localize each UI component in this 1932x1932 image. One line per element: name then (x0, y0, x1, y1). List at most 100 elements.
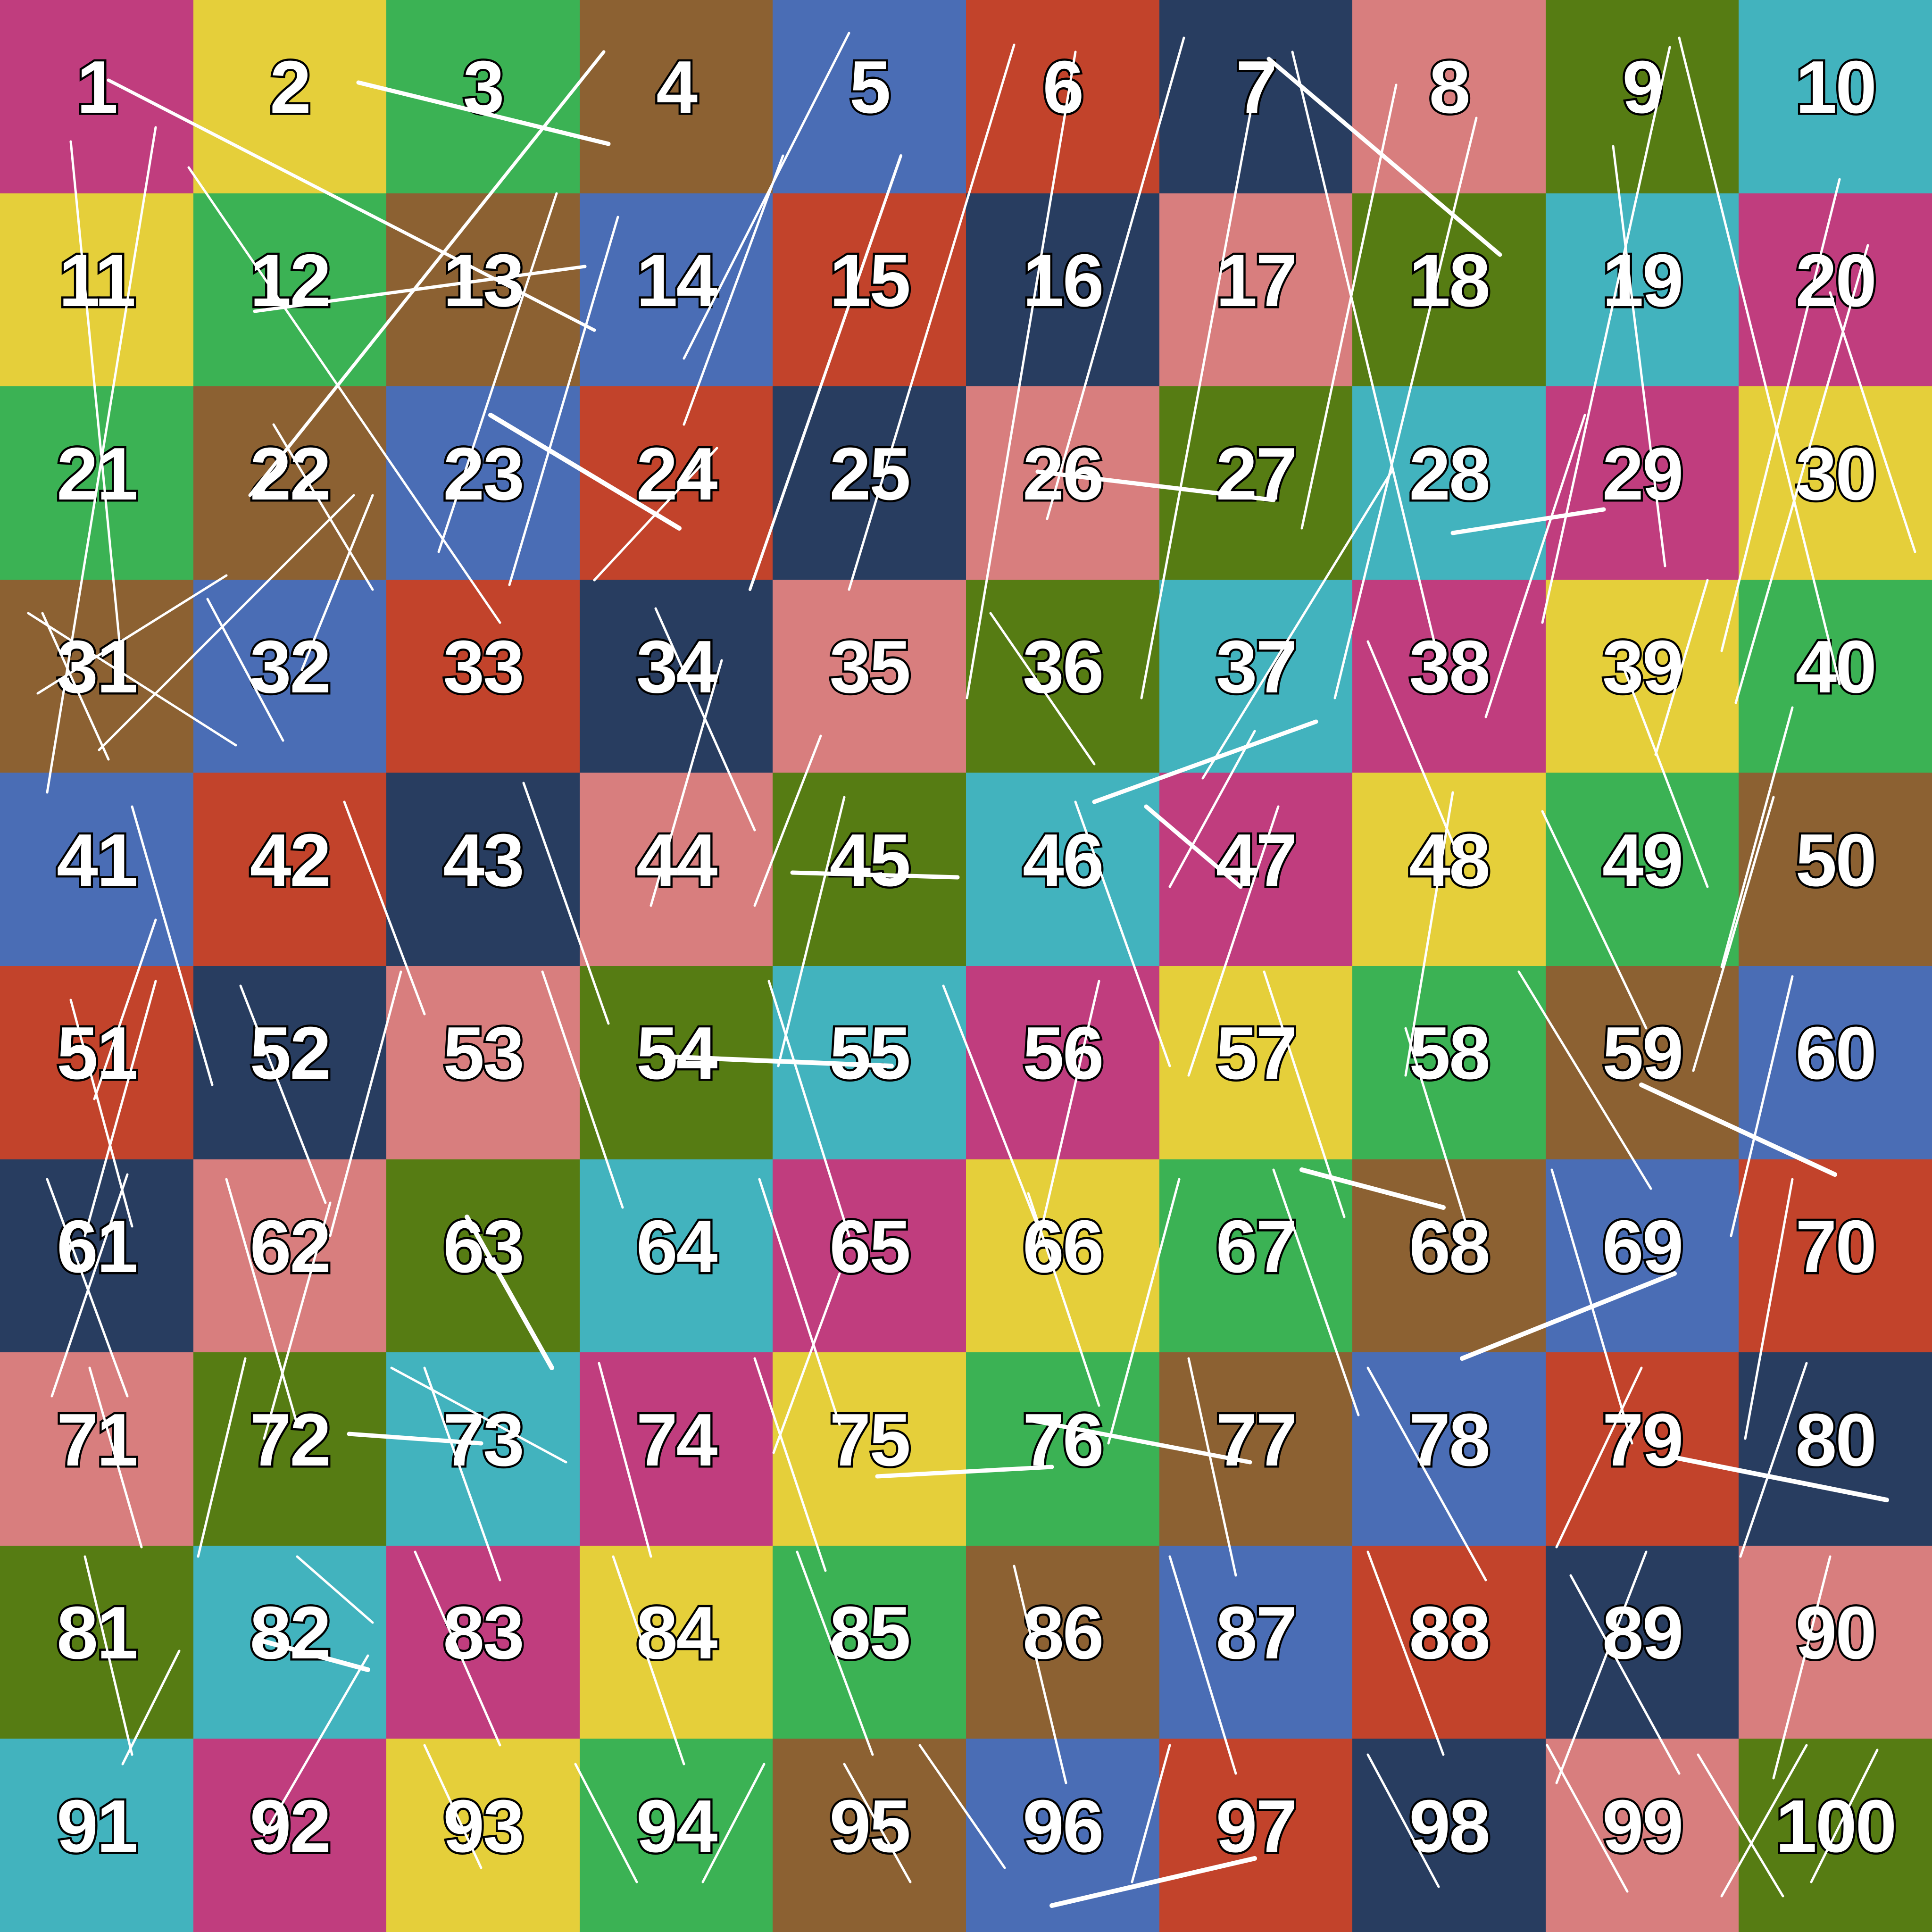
grid-cell[interactable]: 24 (579, 386, 773, 580)
grid-cell[interactable]: 98 (1352, 1739, 1546, 1932)
grid-cell[interactable]: 31 (0, 579, 193, 773)
grid-cell[interactable]: 51 (0, 966, 193, 1159)
grid-cell[interactable]: 19 (1545, 193, 1739, 387)
grid-cell[interactable]: 48 (1352, 773, 1546, 966)
grid-cell[interactable]: 59 (1545, 966, 1739, 1159)
grid-cell[interactable]: 12 (193, 193, 387, 387)
grid-cell[interactable]: 60 (1739, 966, 1932, 1159)
grid-cell[interactable]: 65 (773, 1159, 966, 1353)
grid-cell[interactable]: 2 (193, 0, 387, 193)
grid-cell[interactable]: 79 (1545, 1352, 1739, 1546)
grid-cell[interactable]: 62 (193, 1159, 387, 1353)
grid-cell[interactable]: 73 (386, 1352, 580, 1546)
grid-cell[interactable]: 34 (579, 579, 773, 773)
grid-cell[interactable]: 100 (1739, 1739, 1932, 1932)
grid-cell[interactable]: 45 (773, 773, 966, 966)
grid-cell[interactable]: 82 (193, 1545, 387, 1739)
grid-cell[interactable]: 23 (386, 386, 580, 580)
grid-cell[interactable]: 42 (193, 773, 387, 966)
grid-cell[interactable]: 36 (966, 579, 1159, 773)
grid-cell[interactable]: 75 (773, 1352, 966, 1546)
grid-cell[interactable]: 54 (579, 966, 773, 1159)
grid-cell[interactable]: 94 (579, 1739, 773, 1932)
grid-cell[interactable]: 52 (193, 966, 387, 1159)
grid-cell[interactable]: 21 (0, 386, 193, 580)
grid-cell[interactable]: 32 (193, 579, 387, 773)
grid-cell[interactable]: 67 (1159, 1159, 1353, 1353)
grid-cell[interactable]: 6 (966, 0, 1159, 193)
grid-cell[interactable]: 22 (193, 386, 387, 580)
grid-cell[interactable]: 81 (0, 1545, 193, 1739)
grid-cell[interactable]: 14 (579, 193, 773, 387)
grid-cell[interactable]: 56 (966, 966, 1159, 1159)
grid-cell[interactable]: 58 (1352, 966, 1546, 1159)
grid-cell[interactable]: 26 (966, 386, 1159, 580)
grid-cell[interactable]: 41 (0, 773, 193, 966)
grid-cell[interactable]: 44 (579, 773, 773, 966)
grid-cell[interactable]: 97 (1159, 1739, 1353, 1932)
grid-cell[interactable]: 78 (1352, 1352, 1546, 1546)
grid-cell[interactable]: 92 (193, 1739, 387, 1932)
grid-cell[interactable]: 10 (1739, 0, 1932, 193)
grid-cell[interactable]: 8 (1352, 0, 1546, 193)
grid-cell[interactable]: 43 (386, 773, 580, 966)
grid-cell[interactable]: 63 (386, 1159, 580, 1353)
grid-cell[interactable]: 83 (386, 1545, 580, 1739)
grid-cell[interactable]: 4 (579, 0, 773, 193)
grid-cell[interactable]: 87 (1159, 1545, 1353, 1739)
grid-cell[interactable]: 40 (1739, 579, 1932, 773)
grid-cell[interactable]: 61 (0, 1159, 193, 1353)
grid-cell[interactable]: 86 (966, 1545, 1159, 1739)
grid-cell[interactable]: 16 (966, 193, 1159, 387)
grid-cell[interactable]: 17 (1159, 193, 1353, 387)
grid-cell[interactable]: 27 (1159, 386, 1353, 580)
grid-cell[interactable]: 7 (1159, 0, 1353, 193)
grid-cell[interactable]: 69 (1545, 1159, 1739, 1353)
grid-cell[interactable]: 72 (193, 1352, 387, 1546)
grid-cell[interactable]: 5 (773, 0, 966, 193)
grid-cell[interactable]: 28 (1352, 386, 1546, 580)
grid-cell[interactable]: 1 (0, 0, 193, 193)
grid-cell[interactable]: 39 (1545, 579, 1739, 773)
grid-cell[interactable]: 30 (1739, 386, 1932, 580)
grid-cell[interactable]: 99 (1545, 1739, 1739, 1932)
grid-cell[interactable]: 95 (773, 1739, 966, 1932)
grid-cell[interactable]: 74 (579, 1352, 773, 1546)
grid-cell[interactable]: 29 (1545, 386, 1739, 580)
grid-cell[interactable]: 3 (386, 0, 580, 193)
grid-cell[interactable]: 50 (1739, 773, 1932, 966)
grid-cell[interactable]: 91 (0, 1739, 193, 1932)
grid-cell[interactable]: 9 (1545, 0, 1739, 193)
grid-cell[interactable]: 37 (1159, 579, 1353, 773)
grid-cell[interactable]: 76 (966, 1352, 1159, 1546)
grid-cell[interactable]: 47 (1159, 773, 1353, 966)
grid-cell[interactable]: 70 (1739, 1159, 1932, 1353)
grid-cell[interactable]: 68 (1352, 1159, 1546, 1353)
grid-cell[interactable]: 20 (1739, 193, 1932, 387)
grid-cell[interactable]: 49 (1545, 773, 1739, 966)
grid-cell[interactable]: 46 (966, 773, 1159, 966)
grid-cell[interactable]: 96 (966, 1739, 1159, 1932)
grid-cell[interactable]: 93 (386, 1739, 580, 1932)
grid-cell[interactable]: 33 (386, 579, 580, 773)
grid-cell[interactable]: 71 (0, 1352, 193, 1546)
grid-cell[interactable]: 15 (773, 193, 966, 387)
grid-cell[interactable]: 89 (1545, 1545, 1739, 1739)
grid-cell[interactable]: 80 (1739, 1352, 1932, 1546)
grid-cell[interactable]: 66 (966, 1159, 1159, 1353)
grid-cell[interactable]: 57 (1159, 966, 1353, 1159)
grid-cell[interactable]: 85 (773, 1545, 966, 1739)
grid-cell[interactable]: 64 (579, 1159, 773, 1353)
grid-cell[interactable]: 35 (773, 579, 966, 773)
grid-cell[interactable]: 38 (1352, 579, 1546, 773)
grid-cell[interactable]: 53 (386, 966, 580, 1159)
grid-cell[interactable]: 25 (773, 386, 966, 580)
grid-cell[interactable]: 88 (1352, 1545, 1546, 1739)
grid-cell[interactable]: 13 (386, 193, 580, 387)
grid-cell[interactable]: 55 (773, 966, 966, 1159)
grid-cell[interactable]: 84 (579, 1545, 773, 1739)
grid-cell[interactable]: 11 (0, 193, 193, 387)
grid-cell[interactable]: 77 (1159, 1352, 1353, 1546)
grid-cell[interactable]: 18 (1352, 193, 1546, 387)
grid-cell[interactable]: 90 (1739, 1545, 1932, 1739)
